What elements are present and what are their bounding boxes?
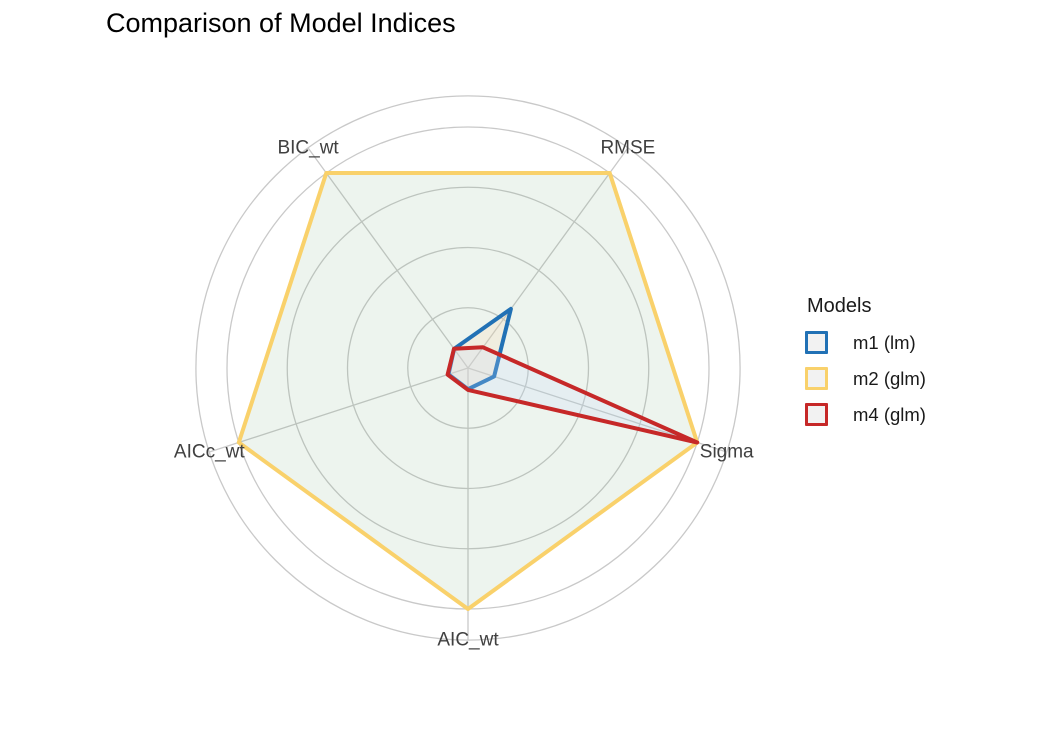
- legend-title: Models: [807, 295, 872, 317]
- legend: Models m1 (lm) m2 (glm) m4 (glm): [805, 295, 926, 426]
- legend-item: m2 (glm): [805, 367, 926, 390]
- legend-label-m4: m4 (glm): [853, 403, 926, 425]
- series-polygon-m4-glm: [445, 345, 700, 445]
- radar-series: [236, 171, 700, 611]
- legend-label-m2: m2 (glm): [853, 367, 926, 389]
- legend-item: m1 (lm): [805, 331, 926, 354]
- grid-spoke-bic-wt: [307, 147, 469, 369]
- grid-spoke-rmse: [467, 147, 629, 369]
- radar-axis-labels: AIC_wt AICc_wt BIC_wt RMSE Sigma: [174, 137, 754, 650]
- plot-title: Comparison of Model Indices: [106, 8, 456, 38]
- legend-key-m2: [805, 367, 828, 390]
- axis-label-aic-wt: AIC_wt: [437, 630, 499, 651]
- axis-label-bic-wt: BIC_wt: [277, 137, 339, 158]
- axis-label-rmse: RMSE: [600, 137, 655, 158]
- legend-key-m1: [805, 331, 828, 354]
- grid-spoke-aicc-wt: [209, 367, 469, 453]
- radar-grid: [195, 95, 741, 641]
- grid-circle: [195, 95, 741, 641]
- axis-label-sigma: Sigma: [700, 442, 754, 463]
- legend-label-m1: m1 (lm): [853, 331, 916, 353]
- legend-item: m4 (glm): [805, 403, 926, 426]
- axis-label-aicc-wt: AICc_wt: [174, 442, 245, 463]
- legend-key-m4: [805, 403, 828, 426]
